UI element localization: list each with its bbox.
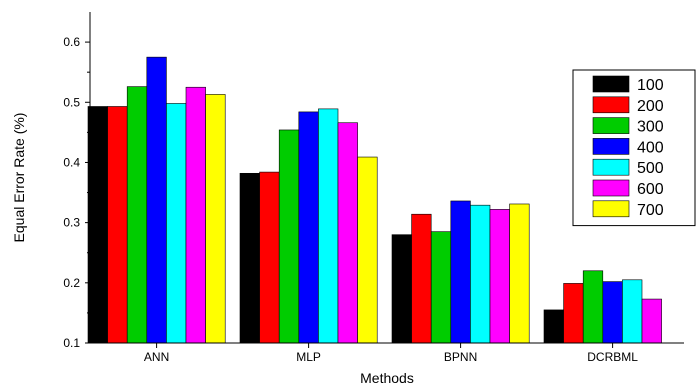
- y-tick-label: 0.1: [63, 336, 80, 350]
- x-tick-label: BPNN: [444, 350, 477, 364]
- legend-label-300: 300: [637, 119, 664, 136]
- legend-label-200: 200: [637, 98, 664, 115]
- x-axis-title: Methods: [360, 370, 414, 386]
- x-ticks-group: ANN MLP BPNN DCRBML: [144, 343, 638, 364]
- bar-ann-400: [146, 56, 167, 344]
- legend-box: [572, 69, 696, 227]
- legend-swatch-200: [592, 96, 630, 114]
- bar-dcrbml-100: [543, 309, 564, 344]
- bar-bpnn-300: [430, 231, 452, 344]
- bar-mlp-600: [337, 122, 358, 344]
- bar-ann-600: [185, 86, 206, 344]
- legend-label-400: 400: [637, 139, 664, 156]
- legend-label-600: 600: [637, 181, 664, 198]
- y-tick-label: 0.4: [63, 155, 80, 169]
- legend-label-100: 100: [637, 77, 664, 94]
- bar-mlp-100: [239, 172, 260, 344]
- bar-bpnn-500: [470, 204, 491, 344]
- y-ticks-group: 0.1 0.2 0.3 0.4 0.5 0.6: [63, 35, 90, 350]
- bar-mlp-400: [298, 111, 319, 344]
- bar-ann-300: [126, 86, 148, 344]
- bar-bpnn-200: [411, 213, 432, 344]
- bar-ann-200: [107, 106, 128, 344]
- bar-mlp-700: [357, 156, 378, 344]
- legend-swatch-500: [592, 158, 630, 176]
- bar-mlp-500: [318, 108, 339, 344]
- legend: 100 200 300 400 500 600 700: [572, 69, 696, 227]
- legend-swatch-100: [592, 75, 630, 93]
- x-tick-label: ANN: [144, 350, 169, 364]
- y-tick-label: 0.6: [63, 35, 80, 49]
- bars-group: [87, 56, 662, 344]
- bar-mlp-200: [259, 171, 280, 344]
- bar-dcrbml-400: [602, 281, 623, 344]
- bar-dcrbml-200: [563, 283, 584, 344]
- legend-label-500: 500: [637, 160, 664, 177]
- x-tick-label: MLP: [296, 350, 321, 364]
- legend-swatch-300: [592, 117, 630, 134]
- bar-dcrbml-500: [622, 279, 643, 344]
- bar-bpnn-600: [489, 209, 510, 344]
- axes-group: [89, 12, 684, 344]
- bar-bpnn-400: [450, 200, 471, 344]
- bar-bpnn-700: [509, 203, 530, 344]
- bar-dcrbml-600: [641, 298, 662, 344]
- bar-mlp-300: [278, 129, 300, 344]
- y-tick-label: 0.2: [63, 276, 80, 290]
- y-tick-label: 0.5: [63, 95, 80, 109]
- bar-ann-100: [87, 106, 108, 344]
- bar-ann-500: [166, 103, 187, 344]
- bar-bpnn-100: [391, 234, 412, 344]
- bar-ann-700: [205, 94, 226, 344]
- y-axis-title: Equal Error Rate (%): [11, 113, 27, 243]
- legend-swatch-400: [592, 138, 630, 155]
- x-tick-label: DCRBML: [587, 350, 638, 364]
- legend-label-700: 700: [637, 202, 664, 219]
- bar-dcrbml-300: [582, 270, 604, 344]
- y-tick-label: 0.3: [63, 216, 80, 230]
- legend-swatch-600: [592, 179, 630, 197]
- legend-swatch-700: [592, 200, 630, 218]
